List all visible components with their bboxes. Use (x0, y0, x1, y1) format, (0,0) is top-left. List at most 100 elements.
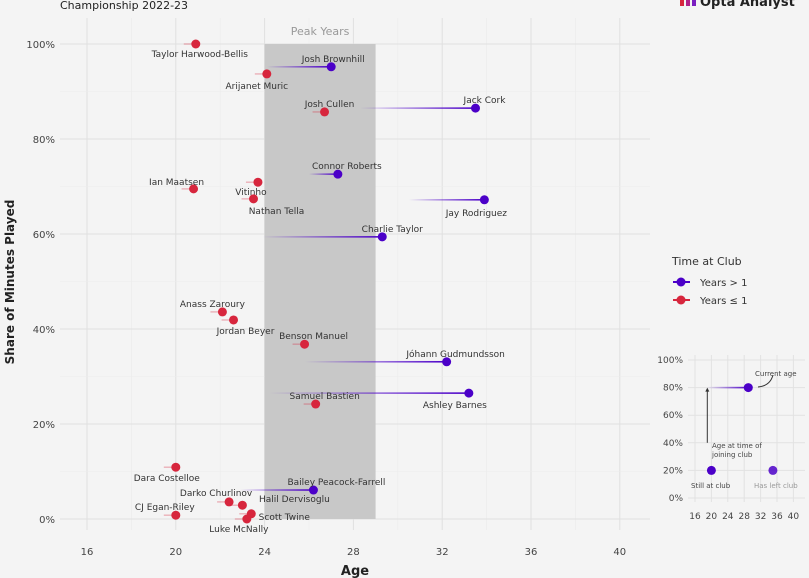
player-label: Benson Manuel (279, 332, 348, 342)
player-label: Josh Cullen (304, 100, 355, 110)
player-point (224, 497, 234, 507)
inset-x-tick: 20 (706, 512, 718, 522)
tenure-line (304, 360, 447, 363)
y-tick-label: 80% (33, 135, 55, 146)
player-point (320, 107, 330, 117)
y-tick-label: 0% (39, 515, 55, 526)
player-point (171, 462, 181, 472)
player-point (333, 169, 343, 179)
inset-y-tick: 100% (657, 356, 683, 366)
player-point (242, 514, 252, 524)
player-label: Charlie Taylor (362, 225, 423, 235)
player-label: Dara Costelloe (134, 474, 201, 484)
inset-y-tick: 40% (663, 439, 683, 449)
inset-x-tick: 40 (788, 512, 800, 522)
x-tick-label: 20 (169, 547, 182, 558)
arrow-current (757, 374, 774, 388)
tenure-line (269, 392, 469, 394)
peak-years-label: Peak Years (291, 25, 350, 38)
player-label: Jóhann Gudmundsson (405, 349, 505, 360)
player-point (464, 388, 474, 398)
player-label: Samuel Bastien (290, 392, 360, 402)
player-label: Darko Churlinov (180, 489, 253, 499)
player-label: Halil Dervisoglu (259, 495, 330, 505)
player-point (253, 177, 263, 187)
x-tick-label: 36 (525, 547, 538, 558)
inset-x-tick: 28 (738, 512, 750, 522)
chart-subtitle: Championship 2022-23 (60, 0, 188, 12)
player-point (249, 194, 258, 204)
tenure-line (360, 107, 476, 109)
legend: Time at Club Years > 1 Years ≤ 1 (671, 255, 747, 307)
inset-x-tick: 24 (722, 512, 734, 522)
inset-annotation: Current age (755, 370, 797, 378)
player-label: Scott Twine (259, 513, 311, 523)
inset-y-tick: 0% (669, 494, 684, 504)
player-point (237, 500, 247, 510)
tenure-line (240, 489, 314, 491)
y-tick-label: 100% (26, 40, 55, 51)
player-label: Jay Rodriguez (445, 209, 508, 219)
tenure-line (262, 236, 383, 238)
x-tick-label: 40 (613, 547, 626, 558)
tenure-line (309, 173, 338, 175)
peak-years-band (264, 44, 376, 519)
x-tick-label: 24 (258, 547, 271, 558)
player-point (262, 69, 272, 79)
logo: Opta Analyst (680, 0, 795, 10)
player-point (479, 195, 489, 205)
inset-annotation: Still at club (691, 482, 731, 490)
player-point (171, 510, 181, 520)
player-point (311, 399, 321, 409)
player-point (442, 357, 452, 367)
player-point (308, 485, 318, 495)
y-tick-label: 60% (33, 230, 55, 241)
inset-annotation-join: Age at time of joining club (711, 442, 762, 459)
x-tick-label: 32 (436, 547, 449, 558)
player-point (300, 339, 310, 349)
player-label: Connor Roberts (312, 162, 382, 172)
player-label: Ashley Barnes (423, 401, 487, 411)
player-point (189, 184, 199, 194)
inset-explainer: 16 20 24 28 32 36 40 0% 20% 40% 60% 80% 100% Current … (657, 355, 805, 522)
inset-y-tick: 60% (663, 411, 683, 421)
inset-point-left (768, 465, 778, 475)
inset-x-tick: 32 (755, 512, 766, 522)
arrow-head (705, 387, 710, 392)
tenure-line (408, 199, 485, 201)
inset-point (743, 383, 753, 393)
player-point (471, 103, 480, 113)
inset-point-still (706, 465, 716, 475)
legend-title: Time at Club (671, 255, 742, 268)
x-tick-label: 16 (81, 547, 94, 558)
tenure-line (266, 66, 332, 68)
inset-tenure-line (707, 386, 749, 389)
player-label: Jordan Beyer (216, 327, 275, 337)
inset-annotation: Has left club (754, 482, 798, 490)
inset-x-tick: 16 (689, 512, 701, 522)
player-point (326, 62, 336, 72)
player-point (217, 307, 227, 317)
player-point (377, 232, 387, 242)
legend-label-gt1: Years > 1 (699, 278, 747, 289)
player-label: Luke McNally (209, 525, 269, 535)
inset-x-tick: 36 (771, 512, 783, 522)
player-label: Bailey Peacock-Farrell (287, 478, 385, 488)
inset-y-tick: 80% (663, 384, 683, 394)
player-label: Josh Brownhill (301, 55, 365, 65)
y-axis-label: Share of Minutes Played (3, 200, 17, 365)
legend-swatch-le1 (676, 295, 686, 305)
player-label: Anass Zaroury (180, 300, 246, 310)
legend-label-le1: Years ≤ 1 (699, 296, 747, 307)
player-label: Ian Maatsen (149, 178, 204, 188)
player-label: Jack Cork (463, 96, 507, 106)
y-tick-label: 20% (33, 420, 55, 431)
legend-swatch-gt1 (676, 277, 686, 287)
player-label: CJ Egan-Riley (135, 503, 195, 513)
player-label: Nathan Tella (249, 207, 305, 217)
player-label: Taylor Harwood-Bellis (151, 50, 249, 60)
player-point (191, 39, 201, 49)
inset-y-tick: 20% (663, 466, 683, 476)
player-label: Vitinho (235, 188, 267, 198)
